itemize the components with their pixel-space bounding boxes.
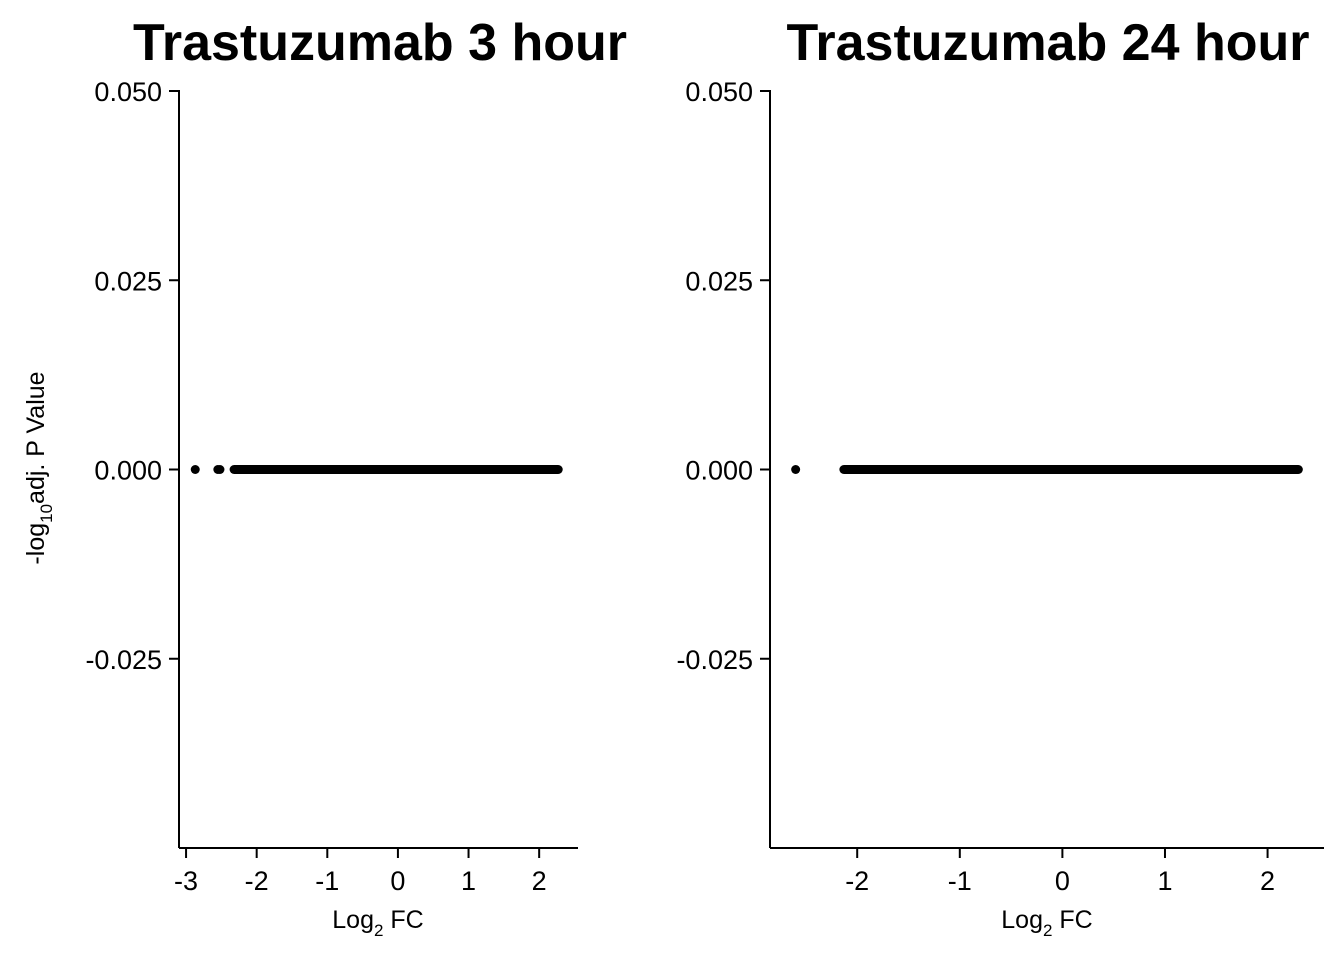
y-tick-label: 0.050 [94,77,162,107]
data-point [215,465,225,474]
y-tick-label: -0.025 [676,645,753,675]
data-point [791,465,801,474]
y-tick-label: 0.025 [685,266,753,296]
panel-3-hour: Trastuzumab 3 hour 0.050 0.025 0.000 -0.025… [85,14,627,940]
y-ticks: 0.050 0.025 0.000 -0.025 [85,77,179,675]
points [791,465,1303,474]
y-tick-label: -0.025 [85,645,162,675]
x-tick-label: -2 [245,866,269,896]
x-tick-label: 2 [1260,866,1275,896]
x-ticks: -2 -1 0 1 2 [845,848,1275,896]
x-tick-label: -3 [174,866,198,896]
x-tick-label: -2 [845,866,869,896]
panel-title: Trastuzumab 3 hour [133,14,627,72]
x-tick-label: 1 [1157,866,1172,896]
y-tick-label: 0.000 [685,456,753,486]
x-ticks: -3 -2 -1 0 1 2 [174,848,547,896]
y-tick-label: 0.050 [685,77,753,107]
x-tick-label: -1 [315,866,339,896]
x-tick-label: 2 [532,866,547,896]
data-point [190,465,200,474]
x-tick-label: 0 [390,866,405,896]
panel-title: Trastuzumab 24 hour [787,14,1310,72]
y-ticks: 0.050 0.025 0.000 -0.025 [676,77,770,675]
x-tick-label: 1 [461,866,476,896]
x-tick-label: 0 [1055,866,1070,896]
y-tick-label: 0.025 [94,266,162,296]
y-tick-label: 0.000 [94,456,162,486]
panel-24-hour: Trastuzumab 24 hour 0.050 0.025 0.000 -0.02… [676,14,1324,940]
points [190,465,563,474]
x-tick-label: -1 [948,866,972,896]
x-axis-label: Log2 FC [1001,906,1092,940]
y-axis-label: -log10adj. P Value [22,371,56,564]
x-axis-label: Log2 FC [332,906,423,940]
